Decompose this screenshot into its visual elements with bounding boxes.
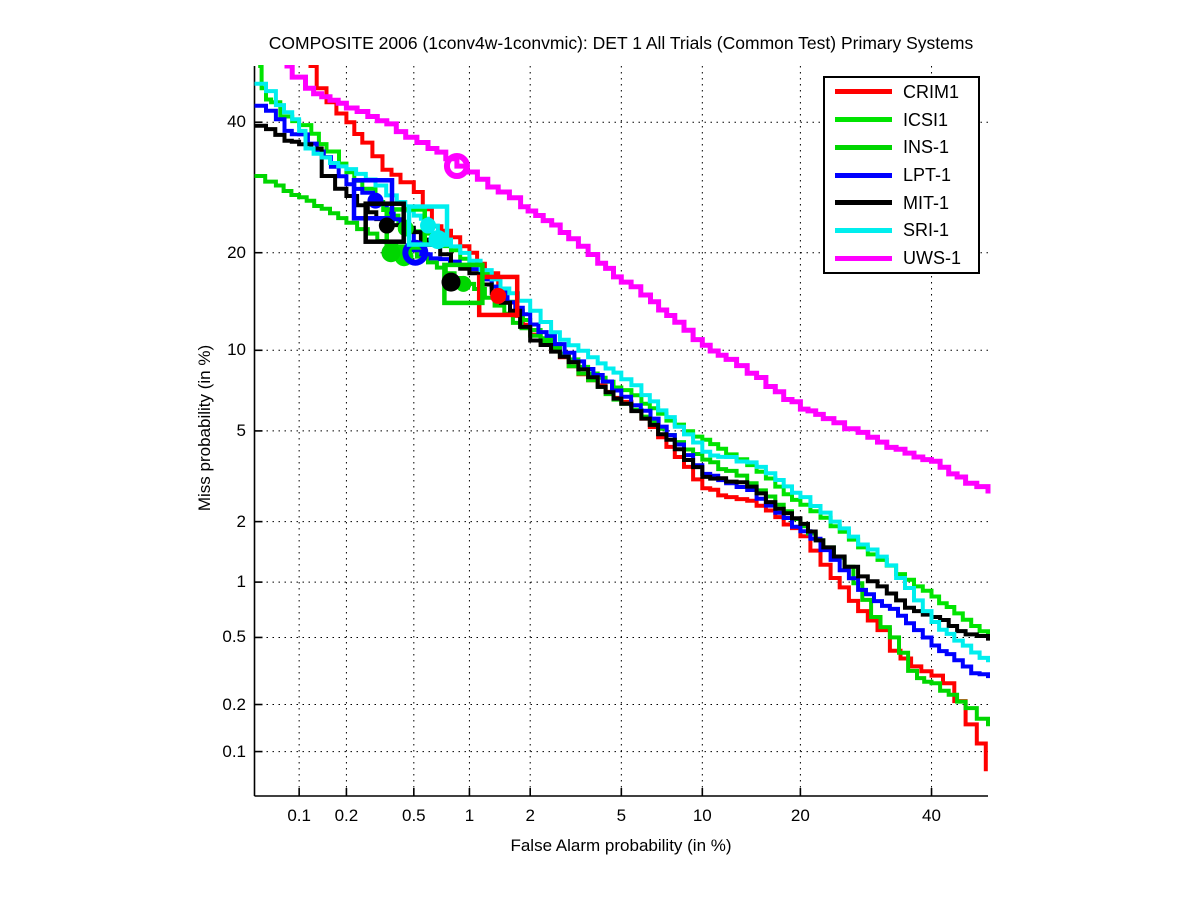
x-tick-label: 20 <box>790 806 810 825</box>
min-dcf-square-CRIM1 <box>476 274 520 318</box>
legend-line-sample <box>835 227 892 233</box>
legend-item-ICSI1: ICSI1 <box>835 106 978 134</box>
grid-lines <box>254 66 988 796</box>
x-tick-label: 5 <box>616 806 627 825</box>
x-tick-label: 10 <box>692 806 712 825</box>
legend-item-INS-1: INS-1 <box>835 133 978 161</box>
x-axis-label: False Alarm probability (in %) <box>510 836 732 855</box>
actual-point-SRI-1 <box>428 230 448 250</box>
plot-title: COMPOSITE 2006 (1conv4w-1convmic): DET 1… <box>268 33 974 53</box>
x-tick-label: 0.1 <box>287 806 311 825</box>
dcf-dot-LPT-1 <box>367 192 384 209</box>
legend-item-MIT-1: MIT-1 <box>835 189 978 217</box>
y-tick-label: 0.5 <box>222 627 246 647</box>
dcf-dot-MIT-1 <box>378 217 395 234</box>
x-tick-label: 2 <box>525 806 535 825</box>
legend-line-sample <box>835 144 892 150</box>
y-tick-label: 20 <box>227 242 246 262</box>
legend-label: SRI-1 <box>903 220 950 241</box>
min-dcf-square-MIT-1 <box>363 201 406 244</box>
det-curve-UWS-1 <box>284 65 991 494</box>
legend-item-SRI-1: SRI-1 <box>835 217 978 245</box>
legend-label: CRIM1 <box>903 81 960 102</box>
x-tick-label: 40 <box>922 806 941 825</box>
legend-item-CRIM1: CRIM1 <box>835 78 978 106</box>
legend-line-sample <box>835 255 892 261</box>
legend-label: INS-1 <box>903 137 950 158</box>
y-tick-label: 40 <box>227 112 246 132</box>
dcf-dot-CRIM1 <box>490 287 507 304</box>
operating-point-markers <box>351 153 520 318</box>
min-dcf-square-SRI-1 <box>406 204 450 247</box>
legend-line-sample <box>835 200 892 206</box>
actual-point-MIT-1 <box>441 272 461 292</box>
y-tick-label: 2 <box>236 511 246 531</box>
legend: CRIM1 ICSI1 INS-1 LPT-1 MIT-1 SRI-1 UWS-1 <box>823 76 980 274</box>
legend-label: MIT-1 <box>903 192 950 213</box>
x-tick-label: 0.2 <box>334 806 359 825</box>
min-dcf-square-LPT-1 <box>351 178 395 221</box>
x-tick-label: 1 <box>464 806 475 825</box>
legend-line-sample <box>835 172 892 178</box>
y-tick-label: 0.2 <box>222 694 246 714</box>
legend-line-sample <box>835 117 892 123</box>
y-tick-label: 0.1 <box>222 741 246 761</box>
actual-point-INS-1 <box>381 243 401 263</box>
y-tick-label: 5 <box>236 420 246 440</box>
dcf-dot-SRI-1 <box>420 217 437 234</box>
legend-label: LPT-1 <box>903 165 952 185</box>
legend-label: ICSI1 <box>903 109 949 130</box>
actual-point-UWS-1 <box>443 153 470 180</box>
x-tick-label: 0.5 <box>401 806 426 825</box>
legend-item-UWS-1: UWS-1 <box>835 244 978 272</box>
legend-line-sample <box>835 89 892 95</box>
legend-item-LPT-1: LPT-1 <box>835 161 978 189</box>
legend-label: UWS-1 <box>903 248 961 269</box>
y-tick-label: 10 <box>227 340 246 360</box>
axes <box>253 66 988 797</box>
y-tick-label: 1 <box>236 572 246 592</box>
